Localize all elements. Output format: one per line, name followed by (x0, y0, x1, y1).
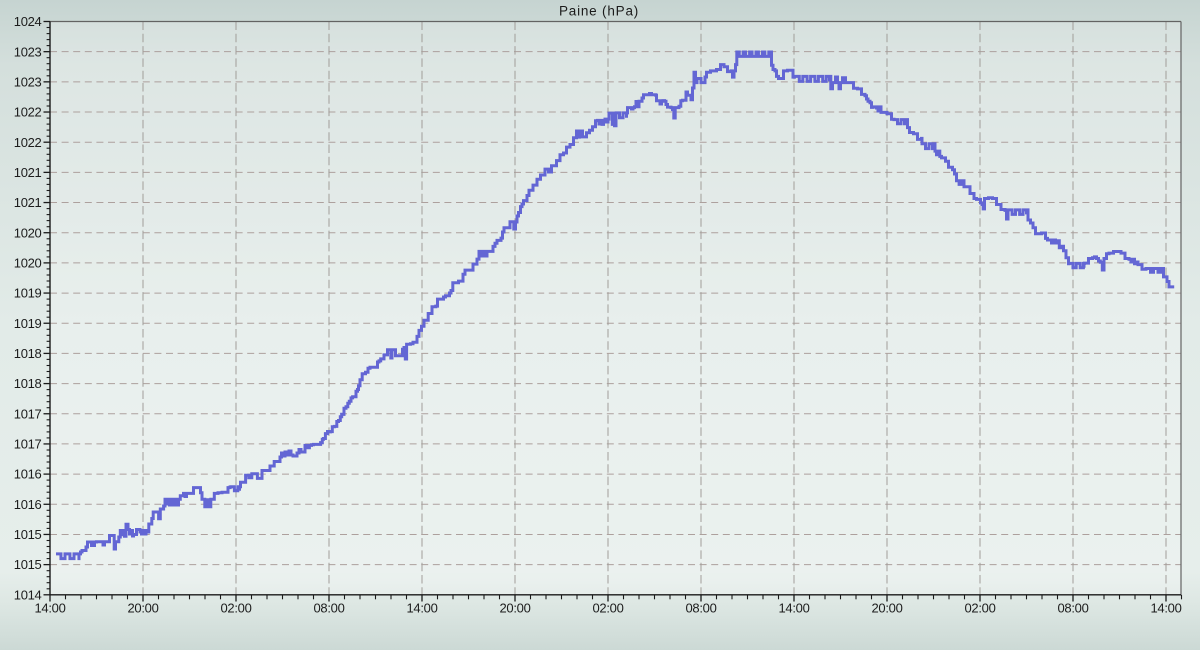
svg-text:1014: 1014 (14, 587, 42, 602)
svg-text:08:00: 08:00 (685, 601, 716, 616)
svg-text:08:00: 08:00 (313, 601, 344, 616)
svg-text:1020: 1020 (14, 225, 42, 240)
svg-text:1022: 1022 (14, 105, 42, 120)
svg-text:Paine (hPa): Paine (hPa) (559, 4, 639, 19)
svg-text:1024: 1024 (14, 14, 42, 29)
svg-text:1016: 1016 (14, 467, 42, 482)
svg-text:20:00: 20:00 (871, 601, 902, 616)
svg-text:1015: 1015 (14, 527, 42, 542)
svg-text:14:00: 14:00 (778, 601, 809, 616)
svg-text:1019: 1019 (14, 316, 42, 331)
svg-text:14:00: 14:00 (406, 601, 437, 616)
svg-text:14:00: 14:00 (1150, 601, 1181, 616)
svg-text:20:00: 20:00 (499, 601, 530, 616)
svg-text:02:00: 02:00 (964, 601, 995, 616)
svg-text:1023: 1023 (14, 74, 42, 89)
svg-text:14:00: 14:00 (34, 601, 65, 616)
svg-text:1021: 1021 (14, 165, 42, 180)
svg-text:1023: 1023 (14, 44, 42, 59)
svg-text:1015: 1015 (14, 557, 42, 572)
svg-text:20:00: 20:00 (127, 601, 158, 616)
svg-text:02:00: 02:00 (592, 601, 623, 616)
svg-text:1018: 1018 (14, 346, 42, 361)
svg-text:08:00: 08:00 (1057, 601, 1088, 616)
svg-text:02:00: 02:00 (220, 601, 251, 616)
svg-text:1020: 1020 (14, 256, 42, 271)
svg-text:1019: 1019 (14, 286, 42, 301)
svg-text:1021: 1021 (14, 195, 42, 210)
svg-text:1022: 1022 (14, 135, 42, 150)
svg-text:1016: 1016 (14, 497, 42, 512)
svg-text:1018: 1018 (14, 376, 42, 391)
svg-text:1017: 1017 (14, 437, 42, 452)
svg-text:1017: 1017 (14, 406, 42, 421)
